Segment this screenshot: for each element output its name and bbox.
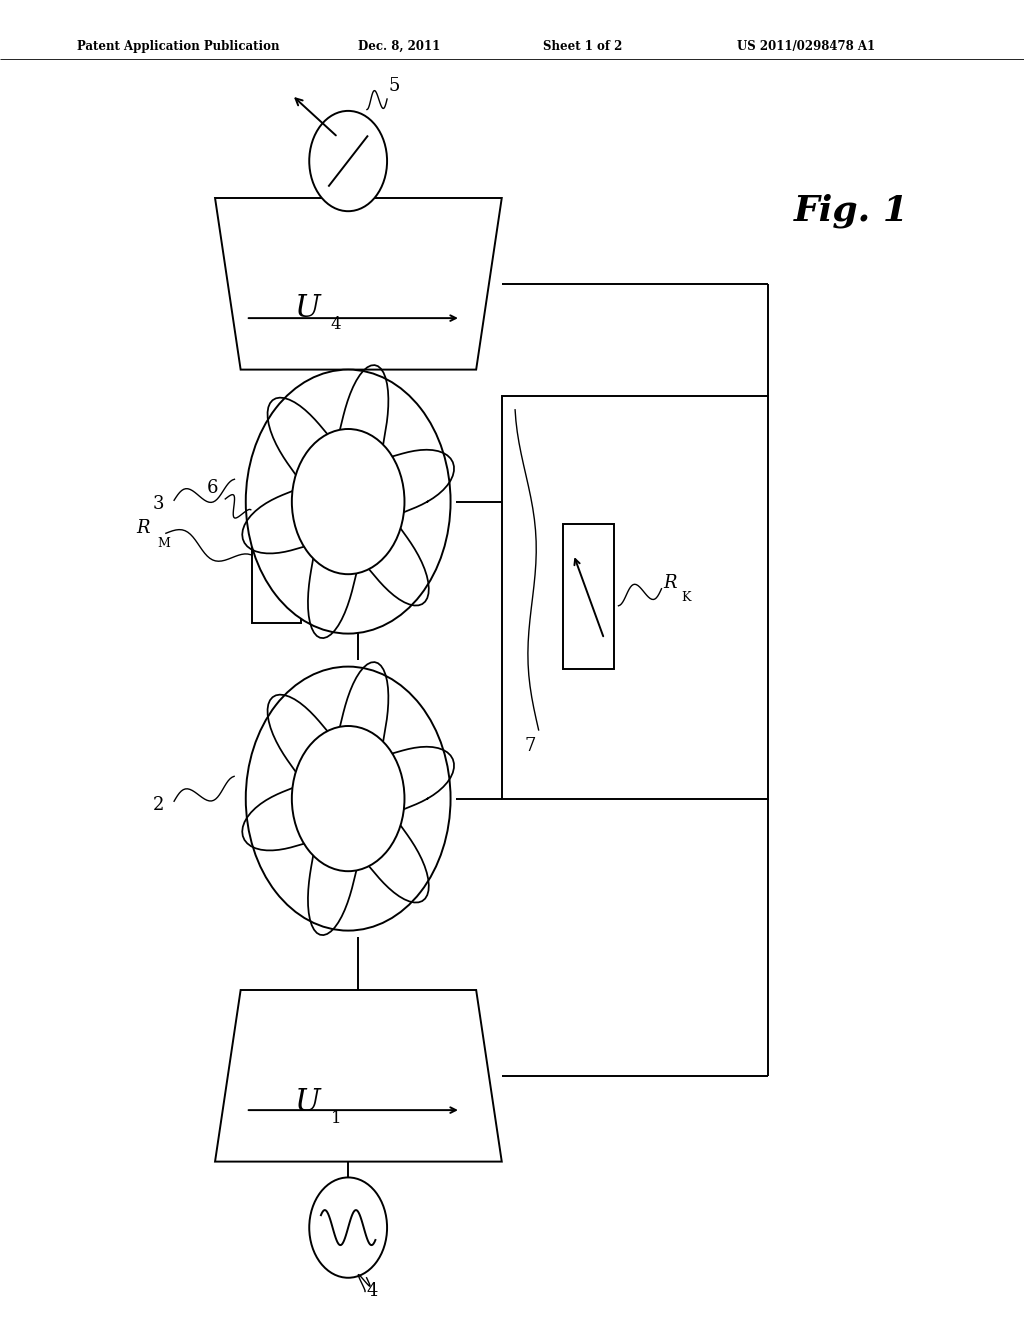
Bar xyxy=(252,504,301,623)
Text: 4: 4 xyxy=(366,1282,378,1300)
Text: M: M xyxy=(158,537,170,550)
Text: U: U xyxy=(294,1086,321,1118)
Polygon shape xyxy=(215,990,502,1162)
Text: 3: 3 xyxy=(153,495,165,513)
Circle shape xyxy=(246,667,451,931)
Circle shape xyxy=(309,111,387,211)
Text: 5: 5 xyxy=(388,77,400,95)
Text: 2: 2 xyxy=(153,796,165,814)
Bar xyxy=(563,524,614,669)
Circle shape xyxy=(309,1177,387,1278)
Bar xyxy=(502,396,768,799)
Text: U: U xyxy=(294,293,321,325)
Text: K: K xyxy=(681,591,690,605)
Text: 6: 6 xyxy=(207,479,219,498)
Text: Fig. 1: Fig. 1 xyxy=(794,194,908,228)
Text: 1: 1 xyxy=(331,1110,341,1126)
Circle shape xyxy=(246,370,451,634)
Text: R: R xyxy=(664,574,677,593)
Text: 7: 7 xyxy=(524,737,537,755)
Polygon shape xyxy=(215,198,502,370)
Circle shape xyxy=(292,429,404,574)
Text: R: R xyxy=(136,519,151,537)
Text: Dec. 8, 2011: Dec. 8, 2011 xyxy=(358,40,440,53)
Text: US 2011/0298478 A1: US 2011/0298478 A1 xyxy=(737,40,876,53)
Text: Patent Application Publication: Patent Application Publication xyxy=(77,40,280,53)
Circle shape xyxy=(292,726,404,871)
Text: 4: 4 xyxy=(331,317,341,333)
Text: Sheet 1 of 2: Sheet 1 of 2 xyxy=(543,40,623,53)
